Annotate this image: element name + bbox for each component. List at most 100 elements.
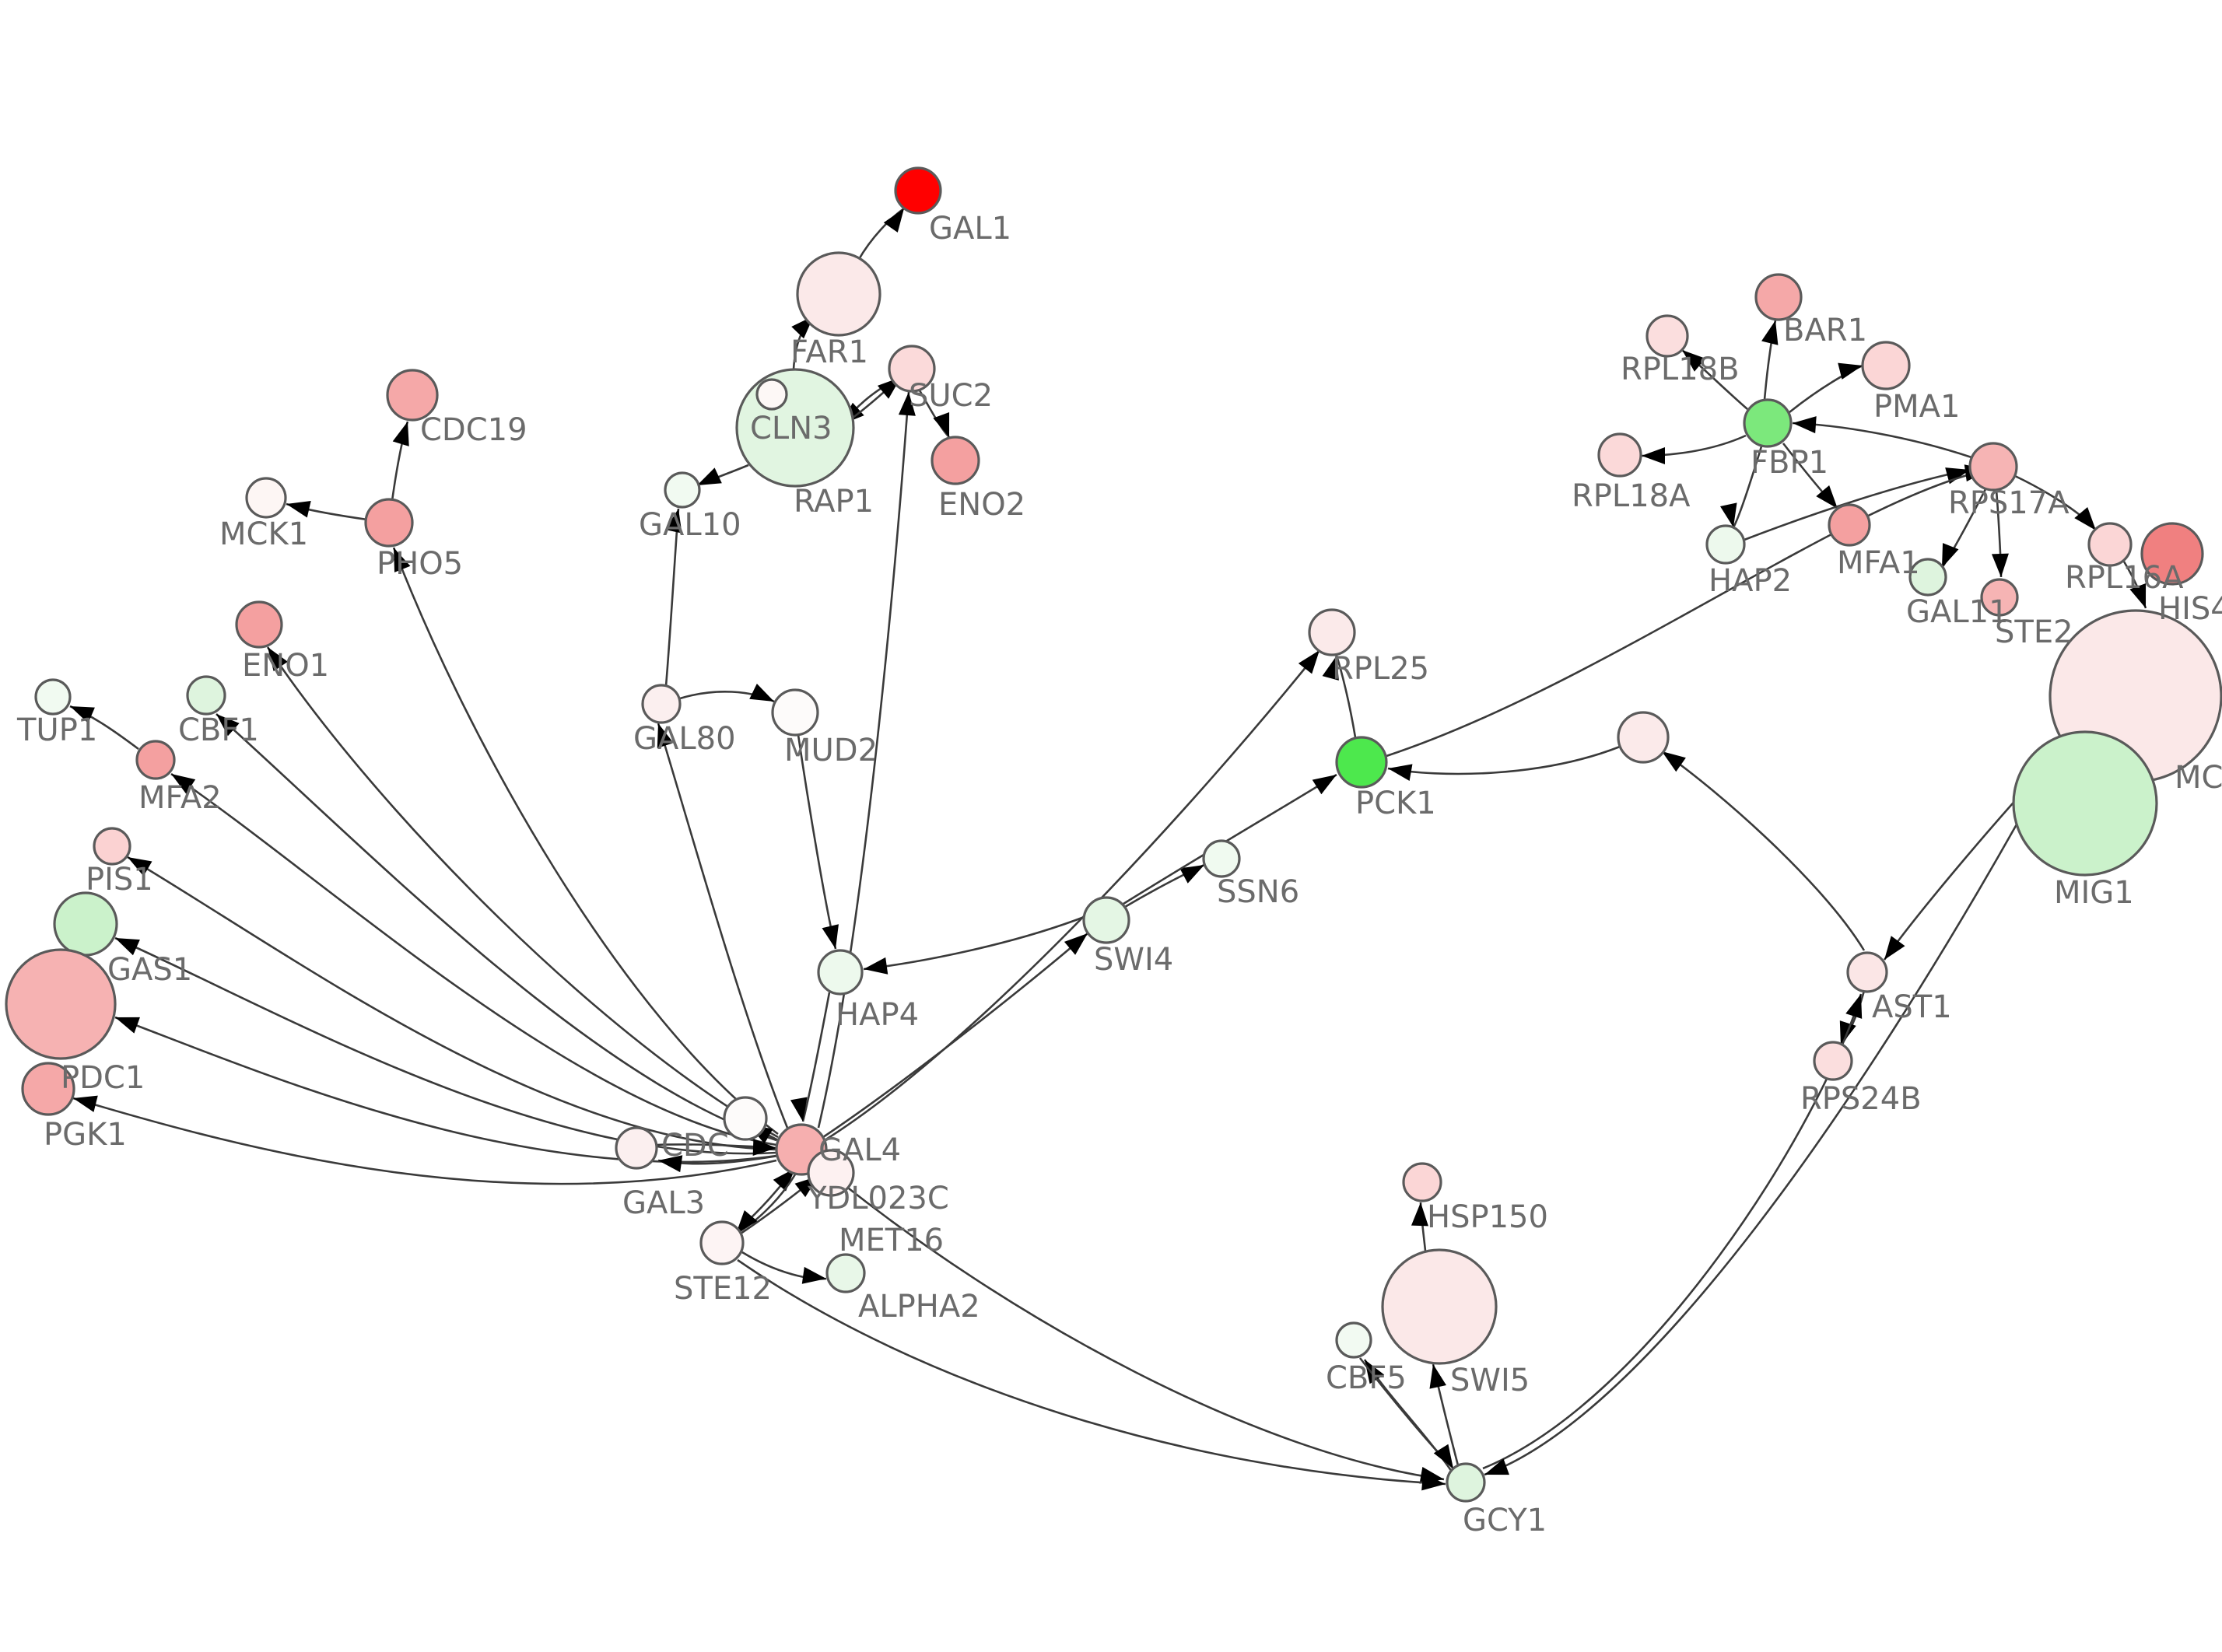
network-node-pgk1[interactable] [21,1062,75,1116]
node-label-gal10: GAL10 [639,507,741,543]
network-node-gal3[interactable] [615,1126,658,1170]
node-label-far1: FAR1 [790,334,868,370]
arrow-head-icon [1682,350,1706,372]
network-node-mfa2[interactable] [135,740,176,780]
network-node-hap2[interactable] [1705,524,1746,565]
arrow-head-icon [736,1209,758,1234]
node-label-mud2: MUD2 [784,733,878,768]
node-label-pis1: PIS1 [86,862,153,898]
edge-MIG1-to-GCY1 [1484,824,2018,1476]
node-label-gal3: GAL3 [622,1185,705,1221]
edge-FBP1-to-RPL18A [1641,434,1747,464]
network-node-ssn6[interactable] [1202,839,1241,878]
network-node-gal1[interactable] [894,166,942,215]
network-node-alpha2[interactable] [825,1253,866,1293]
network-node-ydl023c[interactable] [807,1149,855,1197]
node-label-his4: HIS4 [2158,591,2222,627]
network-node-gal10[interactable] [664,471,701,509]
edge-STE12-to-GCY1 [737,1258,1446,1491]
network-node-cbf5[interactable] [1335,1321,1372,1359]
arrow-head-icon [1179,865,1204,884]
network-node-mfa1[interactable] [1828,503,1871,547]
network-node-rpl18a[interactable] [1597,432,1642,478]
node-label-gal11: GAL11 [1906,594,2009,630]
arrow-head-icon [665,509,682,534]
edge-GAL4-to-STE12 [735,1174,797,1235]
network-node-mig1[interactable] [2012,730,2158,877]
arrow-head-icon [268,647,288,672]
network-node-mck1[interactable] [245,477,287,519]
arrow-head-icon [1720,502,1737,527]
node-label-ydl023c: YDL023C [807,1181,949,1216]
edge-FBP1-to-PMA1 [1789,362,1863,414]
arrow-head-icon [1816,485,1838,509]
network-node-pho5[interactable] [364,498,414,548]
network-node-rps24b[interactable] [1813,1041,1853,1081]
edges-layer [69,207,2147,1491]
network-node-gal80[interactable] [641,684,682,724]
network-node-pma1[interactable] [1861,341,1911,390]
network-node-rpl16a[interactable] [2087,522,2133,567]
edge-GAL4-to-GAL3 [657,1154,779,1173]
edge-GAL3-to-GAL4 [656,1138,777,1156]
arrow-head-icon [115,1017,140,1034]
node-label-mcm1: MCM1 [2175,760,2222,796]
network-node-cln3_sub[interactable] [755,378,788,411]
network-node-pck1[interactable] [1335,736,1388,789]
node-label-cbf5: CBF5 [1326,1360,1407,1396]
network-node-rpl25[interactable] [1308,608,1356,656]
node-label-rps17a: RPS17A [1948,485,2070,521]
edge-GAL4-to-CBF1 [216,713,777,1142]
network-node-fbp1[interactable] [1743,398,1793,448]
node-label-bar1: BAR1 [1783,313,1867,348]
edge-RPS17A-to-GAL11 [1940,488,1987,569]
node-label-hap4: HAP4 [836,997,919,1033]
arrow-head-icon [898,392,916,416]
network-node-gas1[interactable] [53,891,118,957]
network-node-rpl18b[interactable] [1645,314,1689,358]
network-node-unk1[interactable] [1617,711,1670,764]
node-label-gas1: GAS1 [107,952,192,988]
network-node-pis1[interactable] [93,827,131,866]
network-node-eno2[interactable] [931,436,980,485]
node-label-pck1: PCK1 [1355,786,1436,821]
arrow-head-icon [658,1155,683,1173]
network-node-tup1[interactable] [34,678,72,716]
network-node-bar1[interactable] [1754,273,1803,321]
edge-GAL4-to-GAS1 [114,936,777,1155]
edge-SWI4-to-SSN6 [1124,863,1205,908]
edge-SWI4-to-PCK1 [1123,773,1337,905]
network-node-swi4[interactable] [1082,896,1130,944]
arrow-head-icon [1793,416,1817,434]
node-label-suc2: SUC2 [909,378,993,414]
network-node-eno1[interactable] [235,600,283,649]
network-node-pdc1[interactable] [5,948,117,1060]
network-node-cdc[interactable] [723,1096,768,1141]
edge-path [1386,468,1989,758]
arrow-head-icon [1884,936,1905,960]
edge-path [1335,655,1357,738]
network-node-hsp150[interactable] [1402,1162,1442,1202]
network-node-his4[interactable] [2140,522,2204,586]
network-node-gcy1[interactable] [1446,1462,1486,1503]
arrow-head-icon [394,548,411,572]
network-node-ste12[interactable] [699,1220,745,1265]
network-node-mud2[interactable] [771,688,819,737]
network-node-cdc19[interactable] [386,369,439,422]
network-node-hap4[interactable] [817,949,864,996]
network-node-far1[interactable] [796,251,881,337]
edge-path [114,936,777,1155]
arrow-head-icon [749,683,774,702]
network-node-gal11[interactable] [1908,558,1947,597]
edge-GAL4-to-PIS1 [127,856,777,1151]
arrow-head-icon [657,723,674,748]
network-node-ste2[interactable] [1980,578,2019,617]
edge-GCY1-to-SWI5 [1429,1363,1460,1466]
network-node-suc2[interactable] [888,345,936,393]
network-node-swi5[interactable] [1381,1248,1498,1365]
network-node-cbf1[interactable] [186,675,226,716]
network-node-rps17a[interactable] [1968,442,2018,492]
edge-path [72,1097,777,1185]
edge-path [1661,750,1866,951]
network-node-ast1[interactable] [1846,951,1888,993]
